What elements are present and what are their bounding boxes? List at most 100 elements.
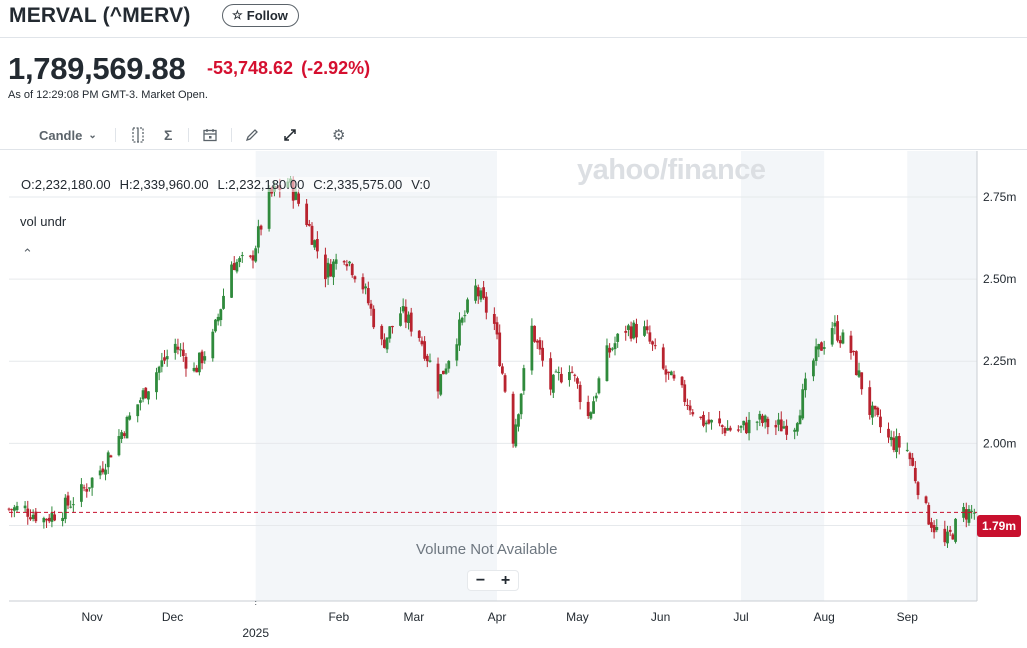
volume-not-available: Volume Not Available [416, 541, 558, 558]
change-value: -53,748.62 [207, 58, 294, 78]
candle-body [913, 467, 917, 482]
candle-body [144, 387, 148, 399]
candle-body [830, 328, 834, 345]
candle-body [329, 264, 333, 277]
y-tick-label: 2.25m [983, 354, 1016, 368]
candle-body [15, 505, 19, 511]
candle-body [793, 429, 797, 432]
draw-button[interactable] [245, 125, 259, 145]
candle-body [211, 331, 215, 359]
chart-area[interactable]: 2.75m2.50m2.25m2.00m1.75mNovDecFebMarApr… [0, 151, 1027, 643]
candle-body [854, 351, 858, 376]
candle-body [911, 457, 915, 466]
candle-body [774, 424, 778, 428]
settings-button[interactable]: ⚙ [332, 125, 345, 145]
candle-body [47, 517, 51, 522]
candle-body [69, 506, 73, 508]
compare-button[interactable] [131, 125, 145, 145]
candle-body [23, 505, 27, 509]
candle-body [90, 477, 94, 488]
candle-body [380, 325, 384, 340]
follow-button[interactable]: ☆ Follow [222, 4, 299, 27]
shaded-period-band [255, 151, 498, 601]
price-change: -53,748.62 (-2.92%) [207, 58, 370, 79]
candle-body [423, 341, 427, 359]
candle-body [535, 340, 539, 343]
candle-body [820, 342, 823, 351]
toolbar-divider [188, 128, 189, 142]
candle-body [573, 374, 577, 376]
candle-body [66, 495, 70, 506]
chevron-down-icon: ⌄ [88, 129, 97, 141]
candle-body [401, 306, 405, 312]
candle-body [466, 299, 469, 313]
toolbar-divider [115, 128, 116, 142]
candle-body [503, 375, 507, 392]
candle-body [624, 330, 628, 333]
candle-body [136, 404, 140, 417]
fullscreen-button[interactable] [283, 125, 297, 145]
indicators-button[interactable]: Σ [164, 125, 172, 145]
change-percent: (-2.92%) [301, 58, 371, 78]
candle-body [672, 374, 676, 379]
candle-body [511, 393, 515, 444]
star-icon: ☆ [232, 8, 243, 22]
candle-body [758, 413, 762, 420]
candle-body [661, 347, 665, 369]
candle-body [45, 518, 48, 521]
candle-body [348, 261, 351, 264]
candle-body [613, 343, 617, 350]
candle-body [718, 418, 721, 424]
candle-body [305, 203, 309, 226]
candle-body [388, 326, 392, 339]
candle-body [927, 505, 931, 525]
candle-body [29, 517, 32, 520]
candle-body [26, 508, 30, 517]
price-chart[interactable]: 2.75m2.50m2.25m2.00m1.75mNovDecFebMarApr… [0, 151, 1027, 643]
candle-body [104, 469, 107, 475]
candle-body [345, 264, 349, 267]
candle-body [71, 504, 75, 506]
candle-body [873, 405, 877, 410]
toolbar-divider [231, 128, 232, 142]
candle-body [157, 366, 161, 373]
candle-body [954, 518, 957, 542]
candle-body [742, 420, 746, 426]
candle-body [383, 339, 386, 348]
candle-body [699, 416, 703, 418]
candle-body [530, 325, 534, 371]
candle-body [669, 371, 673, 376]
candle-body [680, 376, 684, 386]
candle-body [554, 371, 558, 373]
date-range-button[interactable] [203, 125, 217, 145]
candle-body [576, 378, 579, 384]
candle-body [589, 412, 593, 419]
follow-label: Follow [246, 8, 288, 23]
candle-body [795, 423, 799, 432]
candle-body [892, 437, 896, 451]
candle-body [138, 400, 142, 403]
candle-body [887, 428, 890, 438]
zoom-controls: − + [467, 570, 519, 591]
x-tick-label: Sep [897, 610, 919, 624]
candle-body [197, 352, 201, 373]
x-tick-label: Jun [651, 610, 670, 624]
candle-body [803, 378, 807, 391]
candle-body [160, 360, 164, 367]
candle-body [342, 261, 346, 263]
candle-body [852, 350, 856, 352]
candle-body [313, 240, 317, 248]
gear-icon: ⚙ [332, 127, 346, 144]
candle-body [930, 522, 933, 528]
zoom-in-button[interactable]: + [500, 571, 511, 589]
candle-body [726, 428, 730, 431]
candle-body [399, 313, 402, 326]
collapse-caret-icon[interactable]: ⌃ [22, 246, 33, 261]
candle-body [648, 332, 652, 342]
candle-body [256, 226, 260, 248]
candle-body [592, 401, 595, 414]
candle-body [222, 295, 225, 309]
candle-body [332, 261, 335, 278]
zoom-out-button[interactable]: − [475, 571, 486, 589]
chart-type-dropdown[interactable]: Candle ⌄ [39, 125, 97, 145]
